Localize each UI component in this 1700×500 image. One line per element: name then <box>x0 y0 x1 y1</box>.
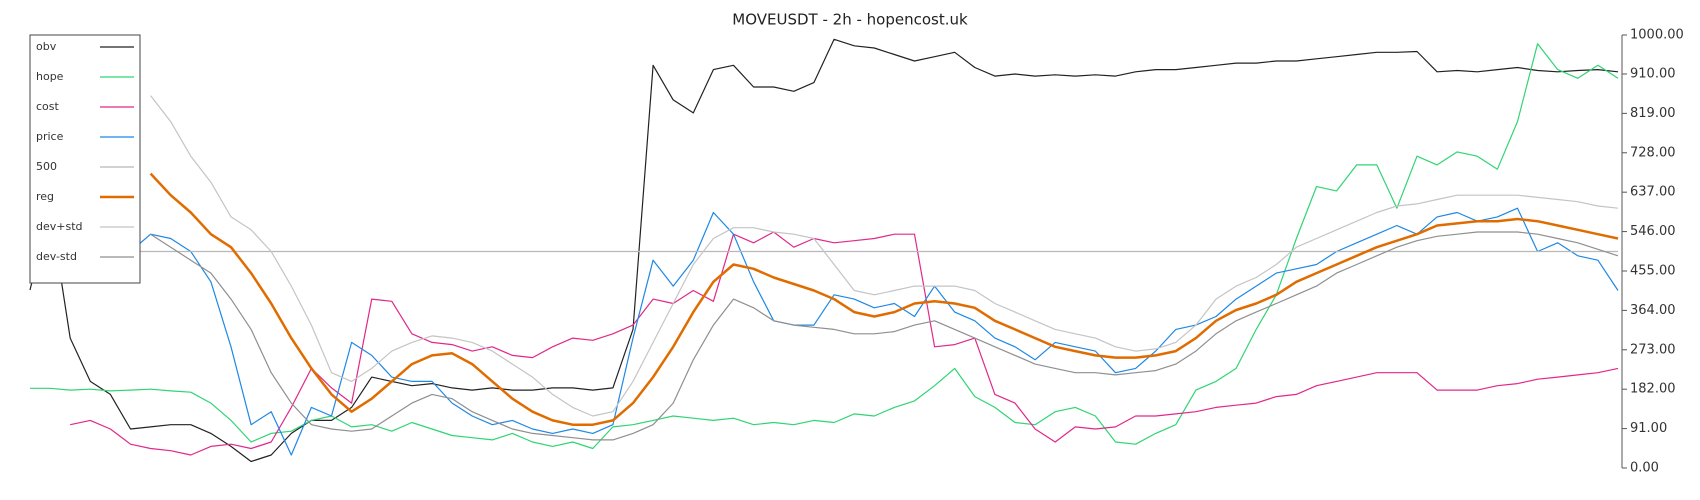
series-line <box>109 207 1619 456</box>
y-tick-label: 546.00 <box>1630 224 1676 239</box>
legend-label: dev-std <box>36 250 77 263</box>
y-tick-label: 910.00 <box>1630 66 1676 81</box>
series-line <box>149 172 1619 426</box>
y-tick-label: 182.00 <box>1630 382 1676 397</box>
series-line <box>29 38 1619 463</box>
legend-label: price <box>36 130 64 143</box>
legend-label: obv <box>36 40 57 53</box>
series-line <box>70 231 1619 456</box>
series-line <box>30 43 1619 450</box>
legend-label: dev+std <box>36 220 83 233</box>
legend-label: hope <box>36 70 64 83</box>
chart-title: MOVEUSDT - 2h - hopencost.uk <box>732 11 968 29</box>
y-tick-label: 0.00 <box>1630 461 1659 476</box>
series-line <box>150 95 1619 417</box>
legend-label: reg <box>36 190 54 203</box>
series-line <box>150 231 1619 441</box>
y-tick-label: 273.00 <box>1630 342 1676 357</box>
legend-label: cost <box>36 100 60 113</box>
y-tick-label: 819.00 <box>1630 106 1676 121</box>
y-tick-label: 728.00 <box>1630 145 1676 160</box>
y-tick-label: 637.00 <box>1630 185 1676 200</box>
y-tick-label: 91.00 <box>1630 421 1667 436</box>
legend-label: 500 <box>36 160 57 173</box>
y-tick-label: 1000.00 <box>1630 28 1684 43</box>
y-tick-label: 455.00 <box>1630 263 1676 278</box>
legend-box <box>29 34 141 284</box>
y-tick-label: 364.00 <box>1630 303 1676 318</box>
